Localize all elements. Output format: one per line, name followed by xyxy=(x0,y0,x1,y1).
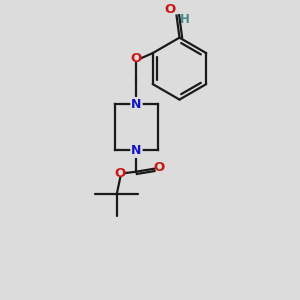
Text: O: O xyxy=(115,167,126,180)
Text: O: O xyxy=(153,161,164,174)
Text: N: N xyxy=(131,98,142,111)
Text: O: O xyxy=(131,52,142,65)
Text: O: O xyxy=(164,2,176,16)
Text: H: H xyxy=(180,14,190,26)
Text: N: N xyxy=(131,144,142,157)
